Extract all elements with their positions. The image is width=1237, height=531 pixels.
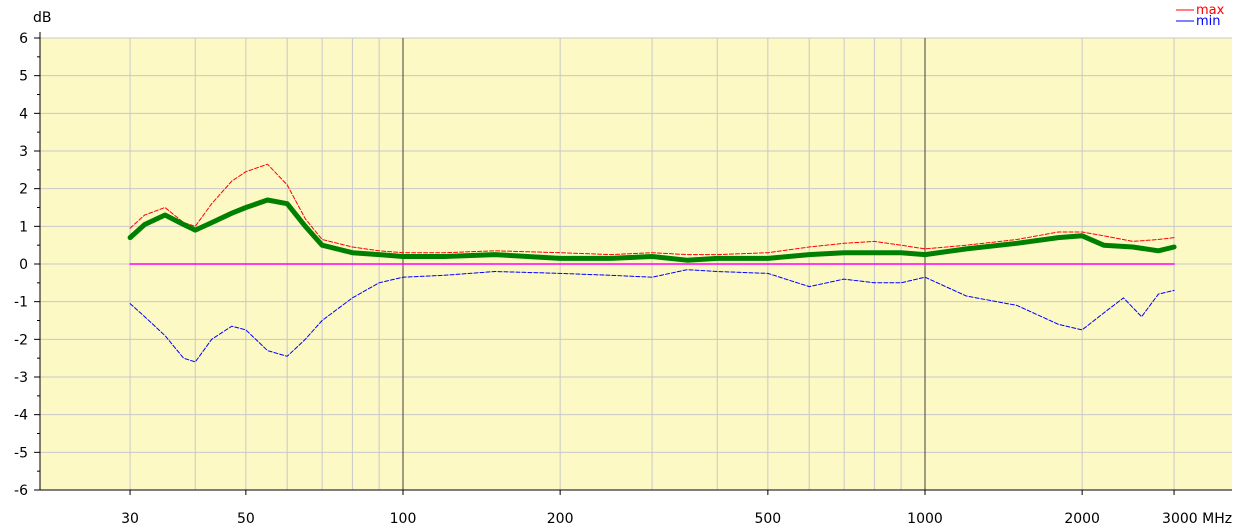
legend-label-1: min [1196, 14, 1221, 29]
x-tick-label-5: 1000 [907, 511, 943, 527]
x-tick-label-0: 30 [121, 511, 139, 527]
series-max-line [129, 163, 1175, 256]
y-tick-label-5: 1 [19, 219, 28, 235]
axes: 6 5 4 3 2 1 0 -1 -2 -3 -4 -5 -6 30 50 100 200 500 1000 2000… [14, 31, 1232, 527]
x-tick-label-7: 3000 MHz [1162, 511, 1232, 527]
x-tick-label-2: 100 [390, 511, 417, 527]
y-tick-label-12: -6 [14, 483, 28, 499]
legend-label-0: max [1196, 3, 1225, 18]
series-layer [127, 163, 1177, 363]
y-tick-label-10: -4 [14, 408, 28, 424]
y-tick-label-3: 3 [19, 144, 28, 160]
y-tick-label-9: -3 [14, 370, 28, 386]
y-tick-label-7: -1 [14, 295, 28, 311]
y-tick-label-0: 6 [19, 31, 28, 47]
y-tick-label-2: 4 [19, 106, 28, 122]
x-tick-label-3: 200 [547, 511, 574, 527]
y-tick-label-6: 0 [19, 257, 28, 273]
series-average-line [127, 197, 1177, 263]
series-min-line [129, 269, 1175, 363]
y-tick-label-1: 5 [19, 69, 28, 85]
x-tick-label-1: 50 [237, 511, 255, 527]
x-tick-label-6: 2000 [1064, 511, 1100, 527]
x-tick-label-4: 500 [754, 511, 781, 527]
y-tick-label-11: -5 [14, 445, 28, 461]
y-axis-label: dB [33, 10, 52, 26]
y-tick-label-4: 2 [19, 182, 28, 198]
y-tick-label-8: -2 [14, 332, 28, 348]
